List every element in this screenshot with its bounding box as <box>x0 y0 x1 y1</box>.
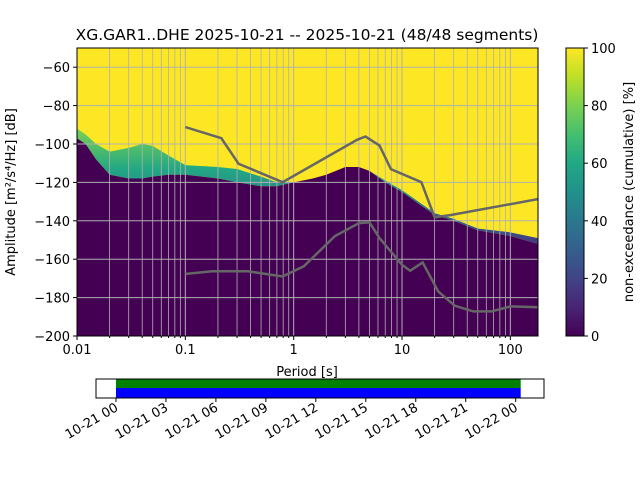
y-axis-label: Amplitude [m²/s⁴/Hz] [dB] <box>4 108 19 276</box>
y-axis: −60 −80 −100 −120 −140 −160 −180 −200 <box>34 61 77 345</box>
x-tick-label: 0.1 <box>175 343 196 358</box>
heatmap-zero-region <box>77 138 538 336</box>
y-tick-label: −120 <box>34 176 70 191</box>
colorbar-tick-label: 0 <box>591 330 599 345</box>
heatmap-transition-band <box>77 128 538 244</box>
colorbar-tick-label: 80 <box>591 100 608 115</box>
y-tick-label: −180 <box>34 292 70 307</box>
grid <box>77 48 538 336</box>
colorbar <box>565 47 585 337</box>
colorbar-axis: 0 20 40 60 80 100 <box>584 42 616 345</box>
y-tick-label: −140 <box>34 215 70 230</box>
timeline-tick-label: 10-21 06 <box>163 400 221 442</box>
y-tick-label: −80 <box>43 100 70 115</box>
timeline-tick-label: 10-21 21 <box>413 400 471 442</box>
noise-model-lines <box>184 125 538 313</box>
colorbar-tick-label: 20 <box>591 272 608 287</box>
timeline-frame <box>95 378 545 399</box>
timeline-tick-label: 10-21 12 <box>263 400 321 442</box>
chart-title: XG.GAR1..DHE 2025-10-21 -- 2025-10-21 (4… <box>76 26 539 44</box>
timeline-tick-label: 10-21 09 <box>213 400 271 442</box>
x-tick-label: 100 <box>498 343 523 358</box>
colorbar-tick-label: 100 <box>591 42 616 57</box>
y-tick-label: −200 <box>34 330 70 345</box>
timeline-tick-label: 10-21 15 <box>313 400 371 442</box>
timeline-tick-label: 10-21 18 <box>363 400 421 442</box>
ppsd-plot-area <box>77 48 538 336</box>
timeline-psd-bar <box>115 388 521 398</box>
plot-frame <box>76 47 539 337</box>
y-tick-label: −160 <box>34 253 70 268</box>
colorbar-tick-label: 60 <box>591 157 608 172</box>
timeline-tick-label: 10-21 00 <box>63 400 121 442</box>
colorbar-label: non-exceedance (cumulative) [%] <box>622 82 637 302</box>
series-line-nhnm <box>184 125 538 219</box>
colorbar-tick-label: 40 <box>591 215 608 230</box>
series-line-nlnm <box>185 221 538 313</box>
x-axis: 0.01 0.1 1 10 100 <box>63 336 523 358</box>
x-axis-label: Period [s] <box>276 365 338 380</box>
timeline-tick-label: 10-22 00 <box>463 400 521 442</box>
y-tick-label: −60 <box>43 61 70 76</box>
timeline-data-bar <box>115 379 521 388</box>
y-tick-label: −100 <box>34 138 70 153</box>
x-tick-label: 1 <box>290 343 298 358</box>
timeline-tick-label: 10-21 03 <box>113 400 171 442</box>
x-tick-label: 10 <box>394 343 411 358</box>
x-tick-label: 0.01 <box>63 343 92 358</box>
